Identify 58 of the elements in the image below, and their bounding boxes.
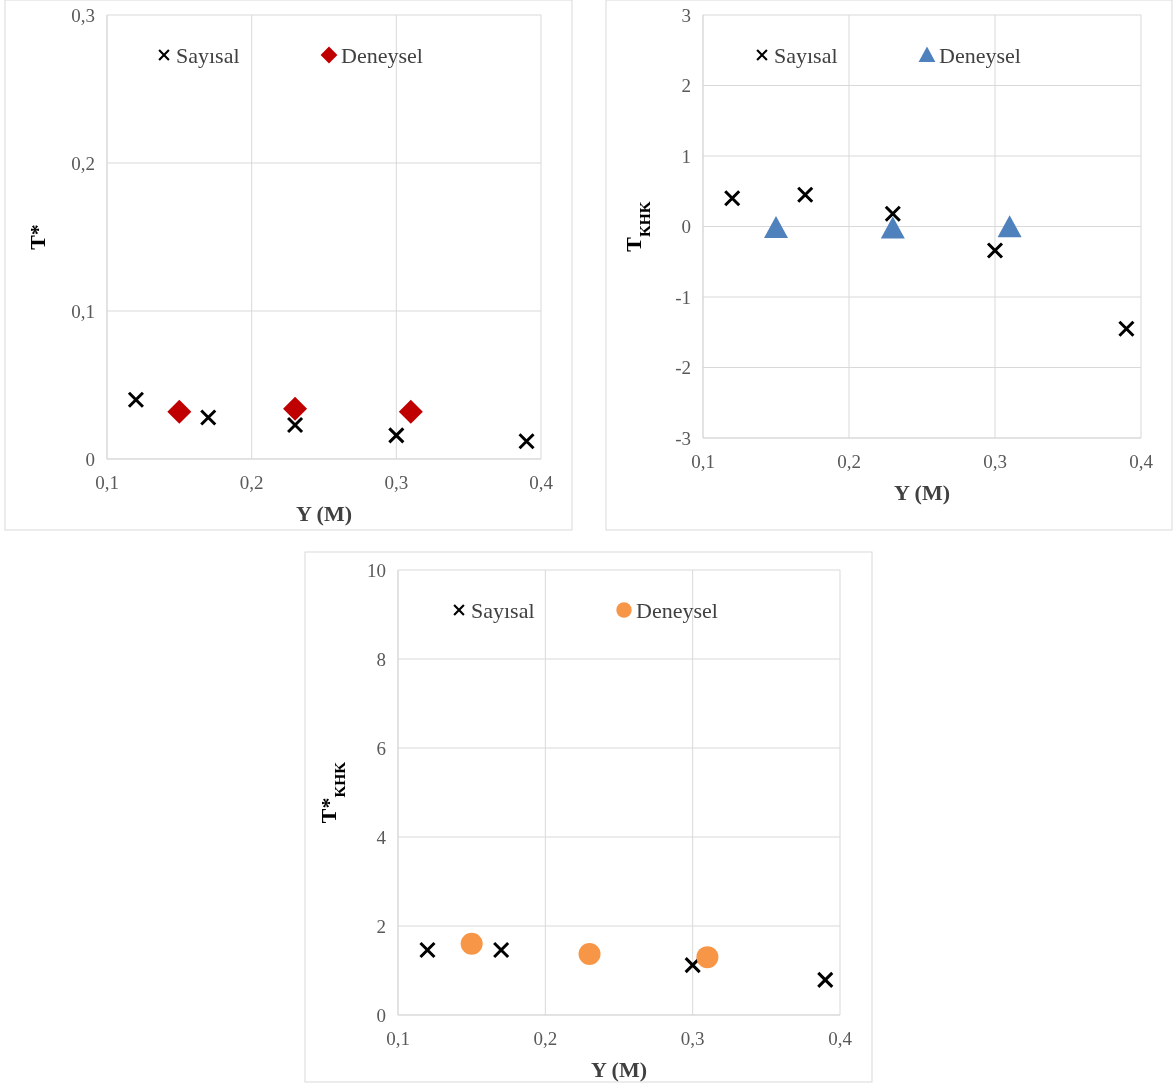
y-tick-label: 0,3 xyxy=(71,4,95,26)
y-tick-label: -3 xyxy=(675,427,691,449)
point xyxy=(418,941,436,959)
point xyxy=(796,186,814,204)
point xyxy=(286,416,304,434)
legend-label: Deneysel xyxy=(939,42,1021,68)
x-axis-title: Y (M) xyxy=(296,501,352,526)
point xyxy=(684,956,702,974)
y-tick-label: 4 xyxy=(376,826,387,848)
legend-label: Sayısal xyxy=(471,597,535,623)
point xyxy=(387,426,405,444)
point xyxy=(492,941,510,959)
y-tick-label: 3 xyxy=(681,4,691,26)
point xyxy=(764,215,788,238)
y-tick-label: 8 xyxy=(376,648,386,670)
point xyxy=(460,932,483,955)
y-tick-label: 6 xyxy=(376,737,386,759)
point xyxy=(398,399,423,424)
point xyxy=(723,189,741,207)
point xyxy=(578,943,601,966)
y-tick-label: 0,2 xyxy=(71,152,95,174)
point xyxy=(696,946,719,969)
y-tick-label: -1 xyxy=(675,286,691,308)
x-tick-label: 0,2 xyxy=(837,451,861,472)
y-tick-label: 0 xyxy=(85,448,95,470)
y-tick-label: 2 xyxy=(681,75,691,97)
x-tick-label: 0,3 xyxy=(983,451,1007,472)
point xyxy=(167,399,192,424)
x-tick-label: 0,2 xyxy=(239,472,264,493)
y-tick-label: 10 xyxy=(367,559,386,581)
x-axis-title: Y (M) xyxy=(591,1057,647,1082)
point xyxy=(518,432,536,450)
point xyxy=(816,971,834,989)
point xyxy=(986,241,1004,259)
point xyxy=(880,216,905,239)
legend-label: Deneysel xyxy=(636,597,718,623)
y-tick-label: -2 xyxy=(675,357,691,379)
point xyxy=(1117,320,1135,338)
point xyxy=(127,391,145,409)
point xyxy=(884,205,902,223)
x-tick-label: 0,2 xyxy=(533,1028,558,1049)
x-tick-label: 0,4 xyxy=(1129,451,1154,472)
legend-label: Deneysel xyxy=(341,42,423,68)
point xyxy=(283,396,308,421)
y-tick-label: 1 xyxy=(681,145,691,167)
y-tick-label: 0 xyxy=(376,1004,386,1026)
y-tick-label: 2 xyxy=(376,915,386,937)
point xyxy=(199,409,217,427)
x-tick-label: 0,1 xyxy=(95,472,119,493)
x-axis-title: Y (M) xyxy=(894,480,950,505)
y-tick-label: 0,1 xyxy=(71,300,95,322)
y-tick-label: 0 xyxy=(681,216,691,238)
point xyxy=(997,215,1022,238)
x-tick-label: 0,4 xyxy=(828,1028,853,1049)
x-tick-label: 0,4 xyxy=(529,472,554,493)
legend-label: Sayısal xyxy=(176,42,240,68)
legend-label: Sayısal xyxy=(774,42,838,68)
y-axis-title: T* xyxy=(25,224,50,250)
